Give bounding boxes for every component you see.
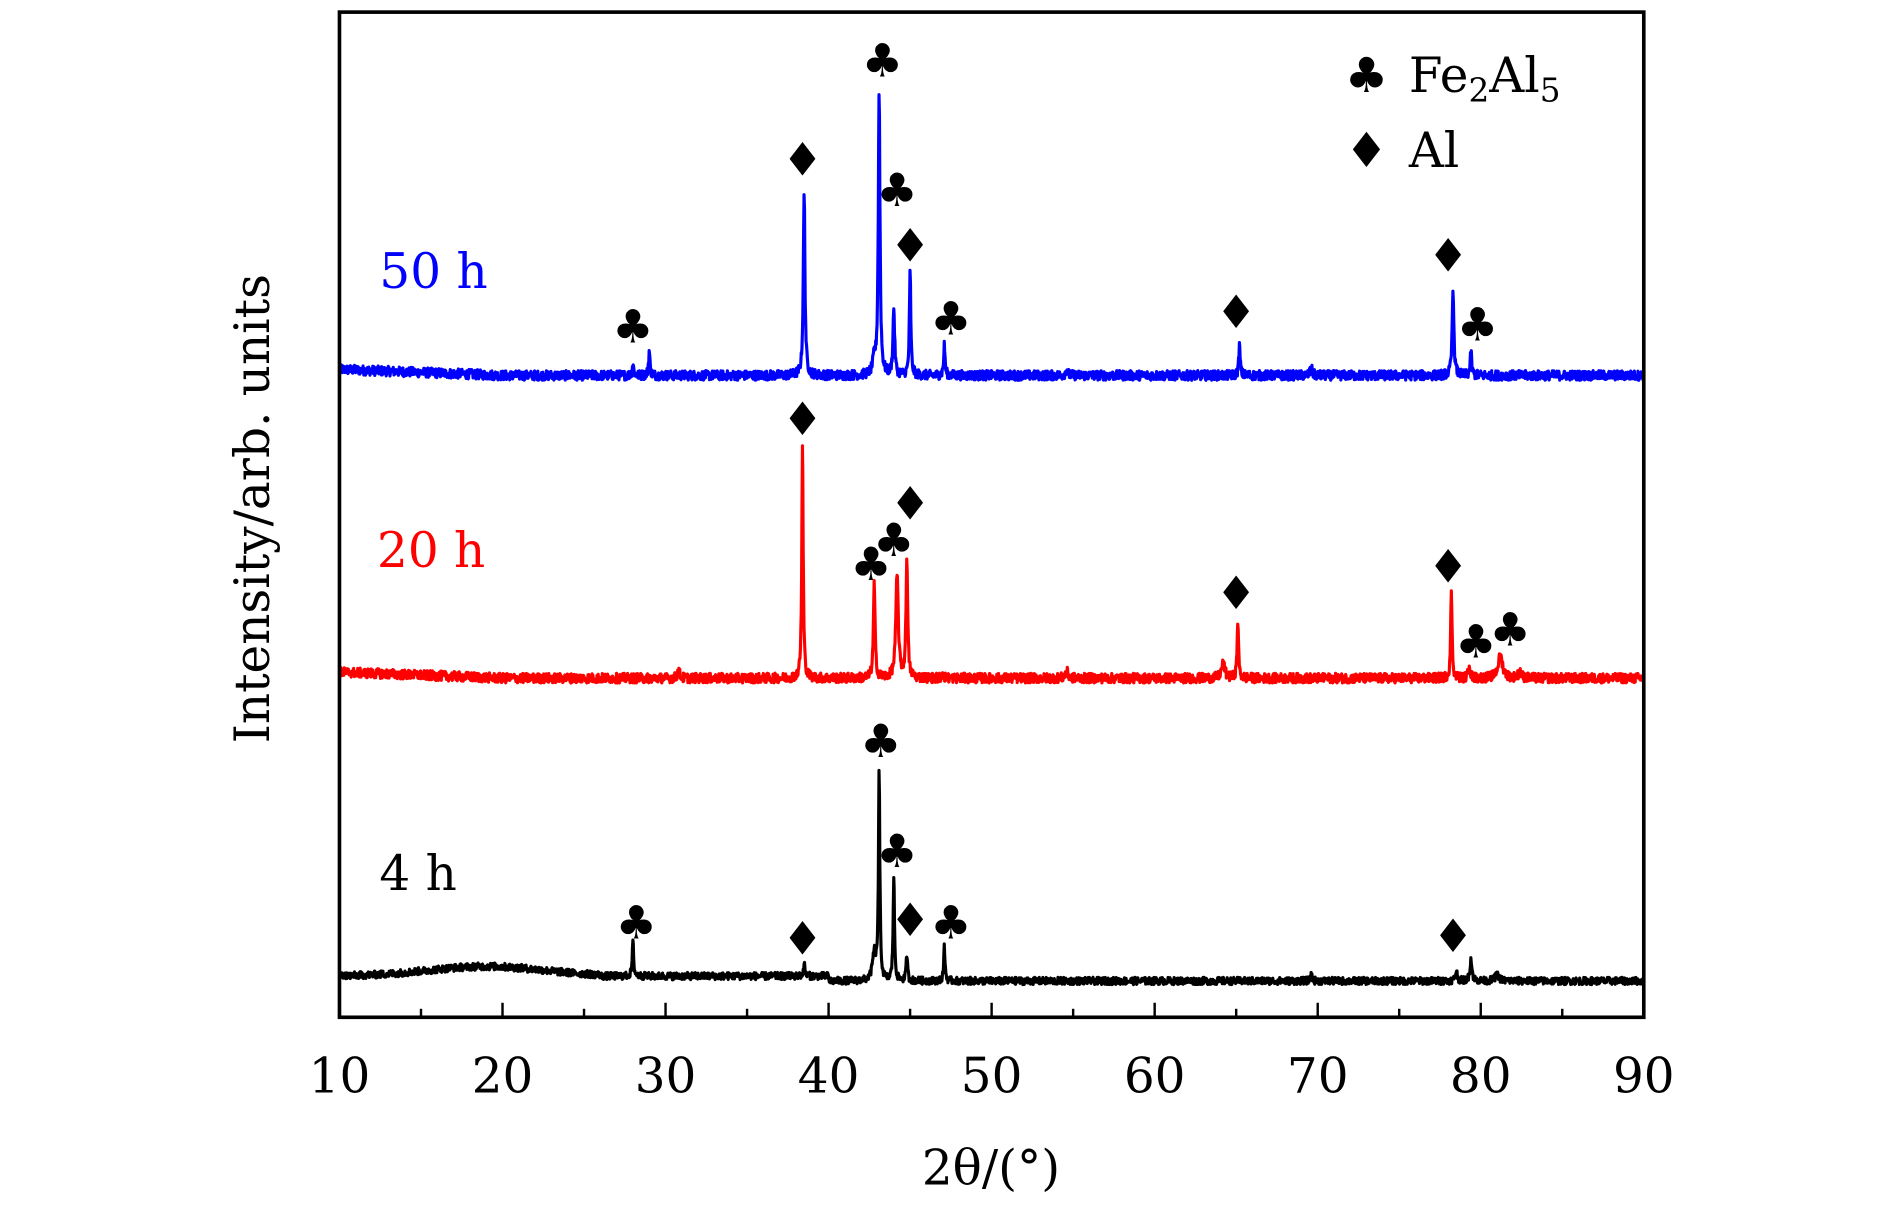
club-marker-icon: ♣ (612, 300, 653, 354)
x-axis-label: 2θ/(°) (922, 1140, 1060, 1196)
x-tick-label: 90 (1613, 1048, 1675, 1104)
diamond-marker-icon: ♦ (889, 893, 930, 947)
series-label-20h: 20 h (377, 523, 485, 579)
diamond-marker-icon: ♦ (1432, 909, 1473, 963)
series-label-4h: 4 h (379, 846, 456, 902)
x-tick-label: 80 (1450, 1048, 1512, 1104)
club-marker-icon: ♣ (862, 33, 903, 87)
club-marker-icon: ♣ (873, 513, 914, 567)
series-label-50h: 50 h (379, 244, 487, 300)
legend: ♣ Fe2Al5 ♦ Al (1345, 48, 1561, 179)
diamond-marker-icon: ♦ (782, 911, 823, 965)
club-marker-icon: ♣ (930, 291, 971, 345)
club-marker-icon: ♣ (860, 714, 901, 768)
x-tick-label: 70 (1287, 1048, 1349, 1104)
diamond-marker-icon: ♦ (1428, 540, 1469, 594)
club-marker-icon: ♣ (616, 896, 657, 950)
legend-label-al: Al (1408, 123, 1459, 179)
x-tick-label: 60 (1124, 1048, 1186, 1104)
club-marker-icon: ♣ (1457, 297, 1498, 351)
diamond-marker-icon: ♦ (889, 477, 930, 531)
x-tick-label: 40 (798, 1048, 860, 1104)
series-line-50h (338, 93, 1646, 382)
diamond-marker-icon: ♦ (1216, 566, 1257, 620)
club-marker-icon: ♣ (850, 537, 891, 591)
legend-club-icon: ♣ (1345, 48, 1388, 104)
club-marker-icon: ♣ (1455, 615, 1496, 669)
legend-diamond-icon: ♦ (1345, 123, 1388, 179)
legend-label-fe2al5: Fe2Al5 (1409, 48, 1561, 110)
x-tick-label: 20 (472, 1048, 534, 1104)
x-tick-label: 30 (635, 1048, 697, 1104)
peak-markers: ♣♦♣♣♦♣ ♦♦♣♦♣♣♦♦ ♦♣♣♣ ♦♣♣♦ ♣ ♦ (612, 33, 1530, 965)
y-axis-label: Intensity/arb. units (225, 274, 281, 743)
club-marker-icon: ♣ (876, 163, 917, 217)
diamond-marker-icon: ♦ (782, 392, 823, 446)
x-axis-ticks: 10 20 30 40 50 60 70 80 90 (309, 1002, 1675, 1104)
series-line-20h (338, 444, 1646, 685)
diamond-marker-icon: ♦ (889, 219, 930, 273)
club-marker-icon: ♣ (1489, 602, 1530, 656)
club-marker-icon: ♣ (930, 896, 971, 950)
series-line-4h (338, 768, 1646, 987)
club-marker-icon: ♣ (876, 824, 917, 878)
x-tick-label: 10 (309, 1048, 371, 1104)
diamond-marker-icon: ♦ (782, 133, 823, 187)
diamond-marker-icon: ♦ (1428, 228, 1469, 282)
diamond-marker-icon: ♦ (1216, 285, 1257, 339)
x-tick-label: 50 (961, 1048, 1023, 1104)
plot-area (338, 93, 1646, 987)
